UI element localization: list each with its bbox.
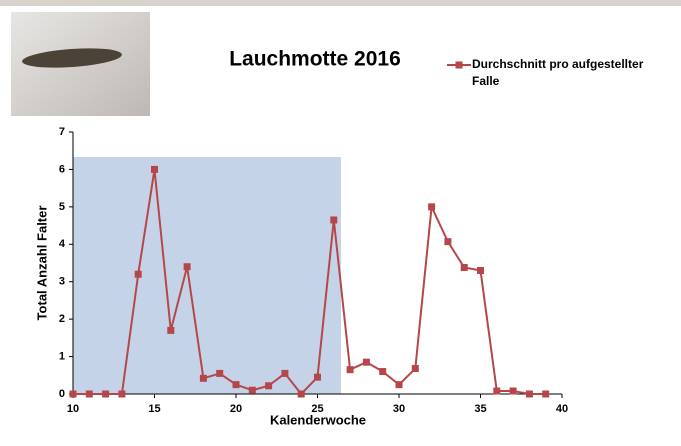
point-marker — [314, 374, 321, 381]
y-tick-label: 1 — [59, 350, 65, 362]
point-marker — [184, 263, 191, 270]
y-axis-label: Total Anzahl Falter — [34, 206, 49, 321]
point-marker — [477, 267, 484, 274]
x-tick-label: 40 — [556, 403, 568, 415]
y-tick-label: 6 — [59, 163, 65, 175]
point-marker — [363, 359, 370, 366]
point-marker — [461, 264, 468, 271]
point-marker — [396, 381, 403, 388]
point-marker — [510, 388, 517, 395]
point-marker — [200, 375, 207, 382]
point-marker — [379, 368, 386, 375]
chart-title: Lauchmotte 2016 — [229, 48, 401, 71]
point-marker — [70, 391, 77, 398]
point-marker — [216, 370, 223, 377]
point-marker — [233, 381, 240, 388]
x-tick-label: 25 — [311, 403, 323, 415]
point-marker — [347, 366, 354, 373]
x-tick-label: 10 — [67, 403, 79, 415]
point-marker — [526, 391, 533, 398]
point-marker — [265, 382, 272, 389]
point-marker — [102, 391, 109, 398]
y-tick-label: 7 — [59, 126, 65, 138]
point-marker — [444, 238, 451, 245]
top-strip — [0, 0, 681, 6]
y-tick-label: 5 — [59, 201, 65, 213]
point-marker — [249, 387, 256, 394]
y-tick-label: 3 — [59, 276, 65, 288]
point-marker — [412, 365, 419, 372]
highlight-region — [73, 157, 341, 394]
y-tick-label: 4 — [59, 238, 66, 250]
point-marker — [298, 391, 305, 398]
point-marker — [151, 166, 158, 173]
x-tick-label: 30 — [393, 403, 405, 415]
point-marker — [493, 388, 500, 395]
page: Lauchmotte 2016 Kalenderwoche Total Anza… — [0, 0, 681, 446]
point-marker — [281, 370, 288, 377]
x-tick-label: 35 — [474, 403, 486, 415]
point-marker — [135, 271, 142, 278]
point-marker — [118, 391, 125, 398]
y-tick-label: 0 — [59, 388, 65, 400]
point-marker — [542, 391, 549, 398]
point-marker — [428, 203, 435, 210]
legend-label: Durchschnitt pro aufgestellter Falle — [472, 56, 662, 90]
y-tick-label: 2 — [59, 313, 65, 325]
x-tick-label: 20 — [230, 403, 242, 415]
point-marker — [86, 391, 93, 398]
point-marker — [330, 216, 337, 223]
point-marker — [167, 327, 174, 334]
legend-marker — [456, 62, 463, 69]
x-tick-label: 15 — [148, 403, 160, 415]
